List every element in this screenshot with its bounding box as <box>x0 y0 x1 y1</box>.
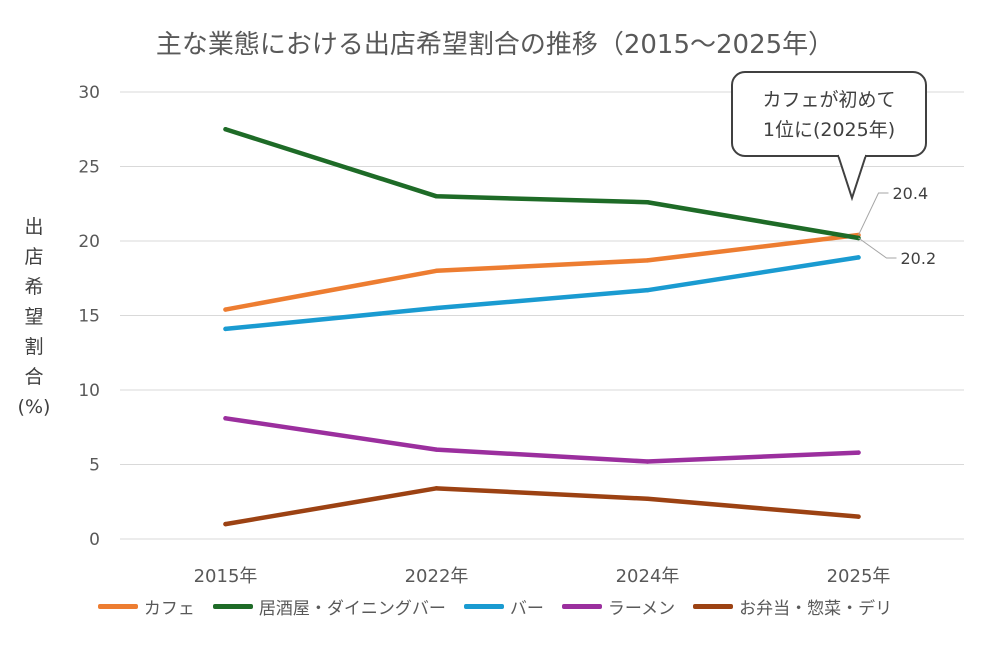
data-label: 20.4 <box>893 184 929 203</box>
y-axis-label-char: 割 <box>24 336 44 358</box>
legend-item: お弁当・惣菜・デリ <box>693 594 892 619</box>
data-point <box>434 194 439 199</box>
x-tick-label: 2015年 <box>194 566 258 587</box>
annotation-callout: カフェが初めて 1位に(2025年) <box>731 71 927 157</box>
data-point <box>223 127 228 132</box>
series-line <box>223 232 861 312</box>
legend: カフェ 居酒屋・ダイニングバー バー ラーメン お弁当・惣菜・デリ <box>0 594 990 619</box>
data-point <box>223 326 228 332</box>
legend-swatch <box>693 604 734 609</box>
legend-label: バー <box>509 599 544 619</box>
y-tick-label: 5 <box>89 456 100 476</box>
legend-label: お弁当・惣菜・デリ <box>739 599 893 619</box>
y-tick-label: 0 <box>89 530 100 550</box>
y-axis-label-char: 店 <box>24 246 44 268</box>
data-point <box>434 486 439 491</box>
data-point <box>856 450 861 455</box>
y-tick-label: 10 <box>78 381 100 401</box>
data-label-leader <box>858 192 889 236</box>
data-label-leader <box>858 237 897 259</box>
y-axis-label-char: 合 <box>24 366 44 388</box>
legend-label: 居酒屋・ダイニングバー <box>258 599 446 619</box>
data-point <box>434 268 439 273</box>
data-point <box>223 416 228 421</box>
legend-swatch <box>97 604 138 609</box>
legend-item: ラーメン <box>561 594 676 619</box>
data-point <box>434 447 439 452</box>
annotation-line-2: 1位に(2025年) <box>762 119 896 141</box>
data-point <box>434 305 439 311</box>
data-point <box>645 459 650 464</box>
y-axis-label: 出 店 希 望 割 合 (%) <box>14 212 54 422</box>
legend-label: ラーメン <box>607 599 676 619</box>
data-label: 20.2 <box>901 249 937 268</box>
x-tick-label: 2022年 <box>405 566 469 587</box>
series-line <box>223 255 861 332</box>
legend-item: カフェ <box>97 594 195 619</box>
data-point <box>856 514 861 519</box>
series-line <box>223 127 861 241</box>
series-line <box>223 416 861 464</box>
data-point <box>645 258 650 263</box>
legend-swatch <box>212 604 253 609</box>
y-axis-label-char: 希 <box>24 276 44 298</box>
series-line <box>223 486 861 527</box>
data-point <box>645 496 650 501</box>
x-tick-label: 2024年 <box>616 566 680 587</box>
y-tick-label: 20 <box>78 232 100 252</box>
legend-label: カフェ <box>143 599 195 619</box>
chart-title: 主な業態における出店希望割合の推移（2015～2025年） <box>155 30 835 60</box>
y-tick-label: 30 <box>78 83 100 103</box>
x-tick-label: 2025年 <box>827 566 891 587</box>
legend-swatch <box>561 604 602 609</box>
legend-item: バー <box>463 594 544 619</box>
data-point <box>645 287 650 293</box>
y-axis-label-char: 出 <box>24 216 44 238</box>
y-axis-label-char: (%) <box>17 396 51 418</box>
y-axis-label-char: 望 <box>24 306 44 328</box>
y-tick-label: 25 <box>78 158 100 178</box>
y-tick-label: 15 <box>78 307 100 327</box>
data-point <box>856 255 861 260</box>
data-point <box>223 521 228 527</box>
data-point <box>645 200 650 205</box>
legend-swatch <box>463 604 504 609</box>
data-point <box>223 307 228 312</box>
annotation-line-1: カフェが初めて <box>762 89 896 111</box>
legend-item: 居酒屋・ダイニングバー <box>212 594 446 619</box>
